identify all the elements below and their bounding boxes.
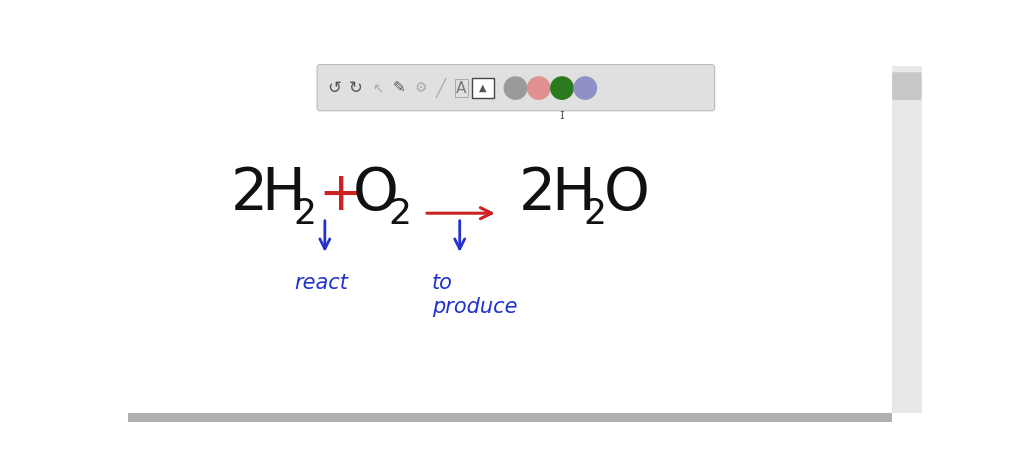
Circle shape: [527, 77, 550, 99]
Text: ╱: ╱: [436, 78, 446, 98]
Text: 2: 2: [294, 197, 316, 231]
FancyBboxPatch shape: [472, 78, 494, 98]
Text: 2: 2: [518, 165, 556, 222]
FancyBboxPatch shape: [317, 64, 715, 111]
Circle shape: [551, 77, 573, 99]
Text: A: A: [456, 81, 467, 96]
Text: 𝖨: 𝖨: [559, 111, 564, 121]
FancyBboxPatch shape: [892, 72, 922, 100]
Text: to
produce: to produce: [432, 273, 517, 317]
Text: ✎: ✎: [393, 81, 406, 96]
Circle shape: [504, 77, 526, 99]
Text: 2: 2: [388, 197, 412, 231]
Text: O: O: [352, 165, 398, 222]
Text: ⚙: ⚙: [415, 81, 427, 95]
Text: H: H: [551, 165, 595, 222]
Text: ↻: ↻: [349, 79, 362, 97]
Text: ↖: ↖: [372, 81, 383, 95]
Text: O: O: [604, 165, 649, 222]
Text: 2: 2: [584, 197, 606, 231]
Bar: [892, 66, 922, 413]
Text: ▲: ▲: [479, 83, 486, 93]
Text: 2: 2: [230, 165, 267, 222]
Text: ↺: ↺: [328, 79, 341, 97]
Text: H: H: [261, 165, 305, 222]
Text: +: +: [318, 169, 362, 221]
Bar: [128, 413, 892, 422]
Text: react: react: [294, 273, 348, 293]
Circle shape: [574, 77, 597, 99]
